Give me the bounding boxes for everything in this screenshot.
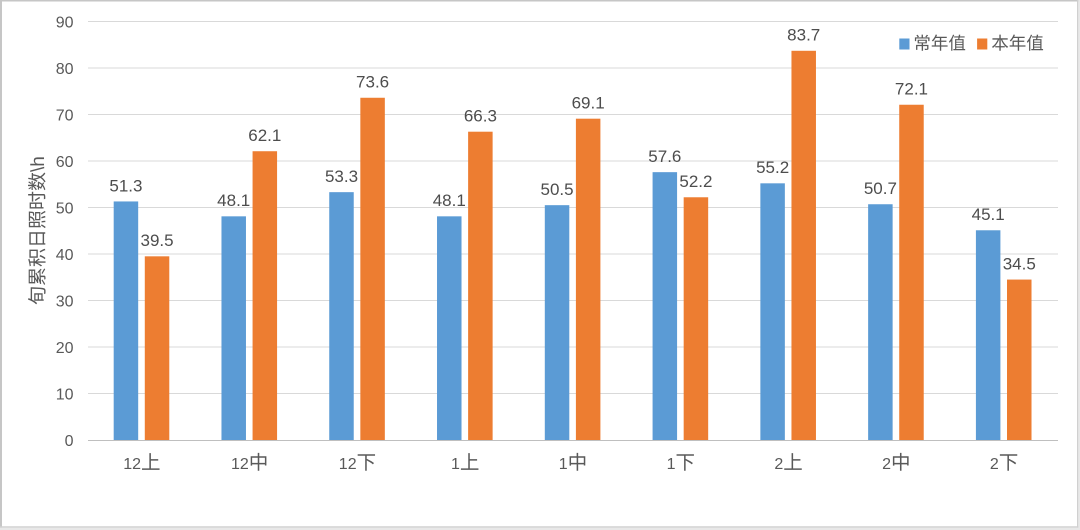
- svg-text:69.1: 69.1: [572, 94, 605, 113]
- svg-text:39.5: 39.5: [140, 231, 173, 250]
- svg-text:90: 90: [56, 14, 74, 31]
- svg-text:66.3: 66.3: [464, 107, 497, 126]
- svg-text:1: 1: [451, 456, 460, 473]
- svg-text:2: 2: [882, 456, 891, 473]
- svg-text:2: 2: [990, 456, 999, 473]
- svg-text:72.1: 72.1: [895, 80, 928, 99]
- svg-text:80: 80: [56, 61, 74, 78]
- svg-text:57.6: 57.6: [648, 147, 681, 166]
- svg-text:1: 1: [667, 456, 676, 473]
- svg-text:12: 12: [123, 456, 141, 473]
- svg-text:12: 12: [339, 456, 357, 473]
- svg-text:30: 30: [56, 293, 74, 310]
- svg-text:51.3: 51.3: [109, 176, 142, 195]
- svg-text:48.1: 48.1: [217, 191, 250, 210]
- svg-text:70: 70: [56, 107, 74, 124]
- svg-text:62.1: 62.1: [248, 126, 281, 145]
- svg-text:83.7: 83.7: [787, 26, 820, 45]
- svg-text:50.7: 50.7: [864, 179, 897, 198]
- svg-text:40: 40: [56, 247, 74, 264]
- svg-text:48.1: 48.1: [433, 191, 466, 210]
- svg-text:73.6: 73.6: [356, 73, 389, 92]
- svg-text:10: 10: [56, 386, 74, 403]
- svg-text:50.5: 50.5: [541, 180, 574, 199]
- svg-text:60: 60: [56, 154, 74, 171]
- svg-text:0: 0: [65, 433, 74, 450]
- svg-text:12: 12: [231, 456, 249, 473]
- svg-text:50: 50: [56, 200, 74, 217]
- svg-text:53.3: 53.3: [325, 167, 358, 186]
- svg-text:34.5: 34.5: [1003, 254, 1036, 273]
- svg-text:2: 2: [774, 456, 783, 473]
- svg-text:45.1: 45.1: [972, 205, 1005, 224]
- svg-text:52.2: 52.2: [679, 172, 712, 191]
- svg-text:55.2: 55.2: [756, 158, 789, 177]
- svg-text:1: 1: [559, 456, 568, 473]
- svg-text:20: 20: [56, 340, 74, 357]
